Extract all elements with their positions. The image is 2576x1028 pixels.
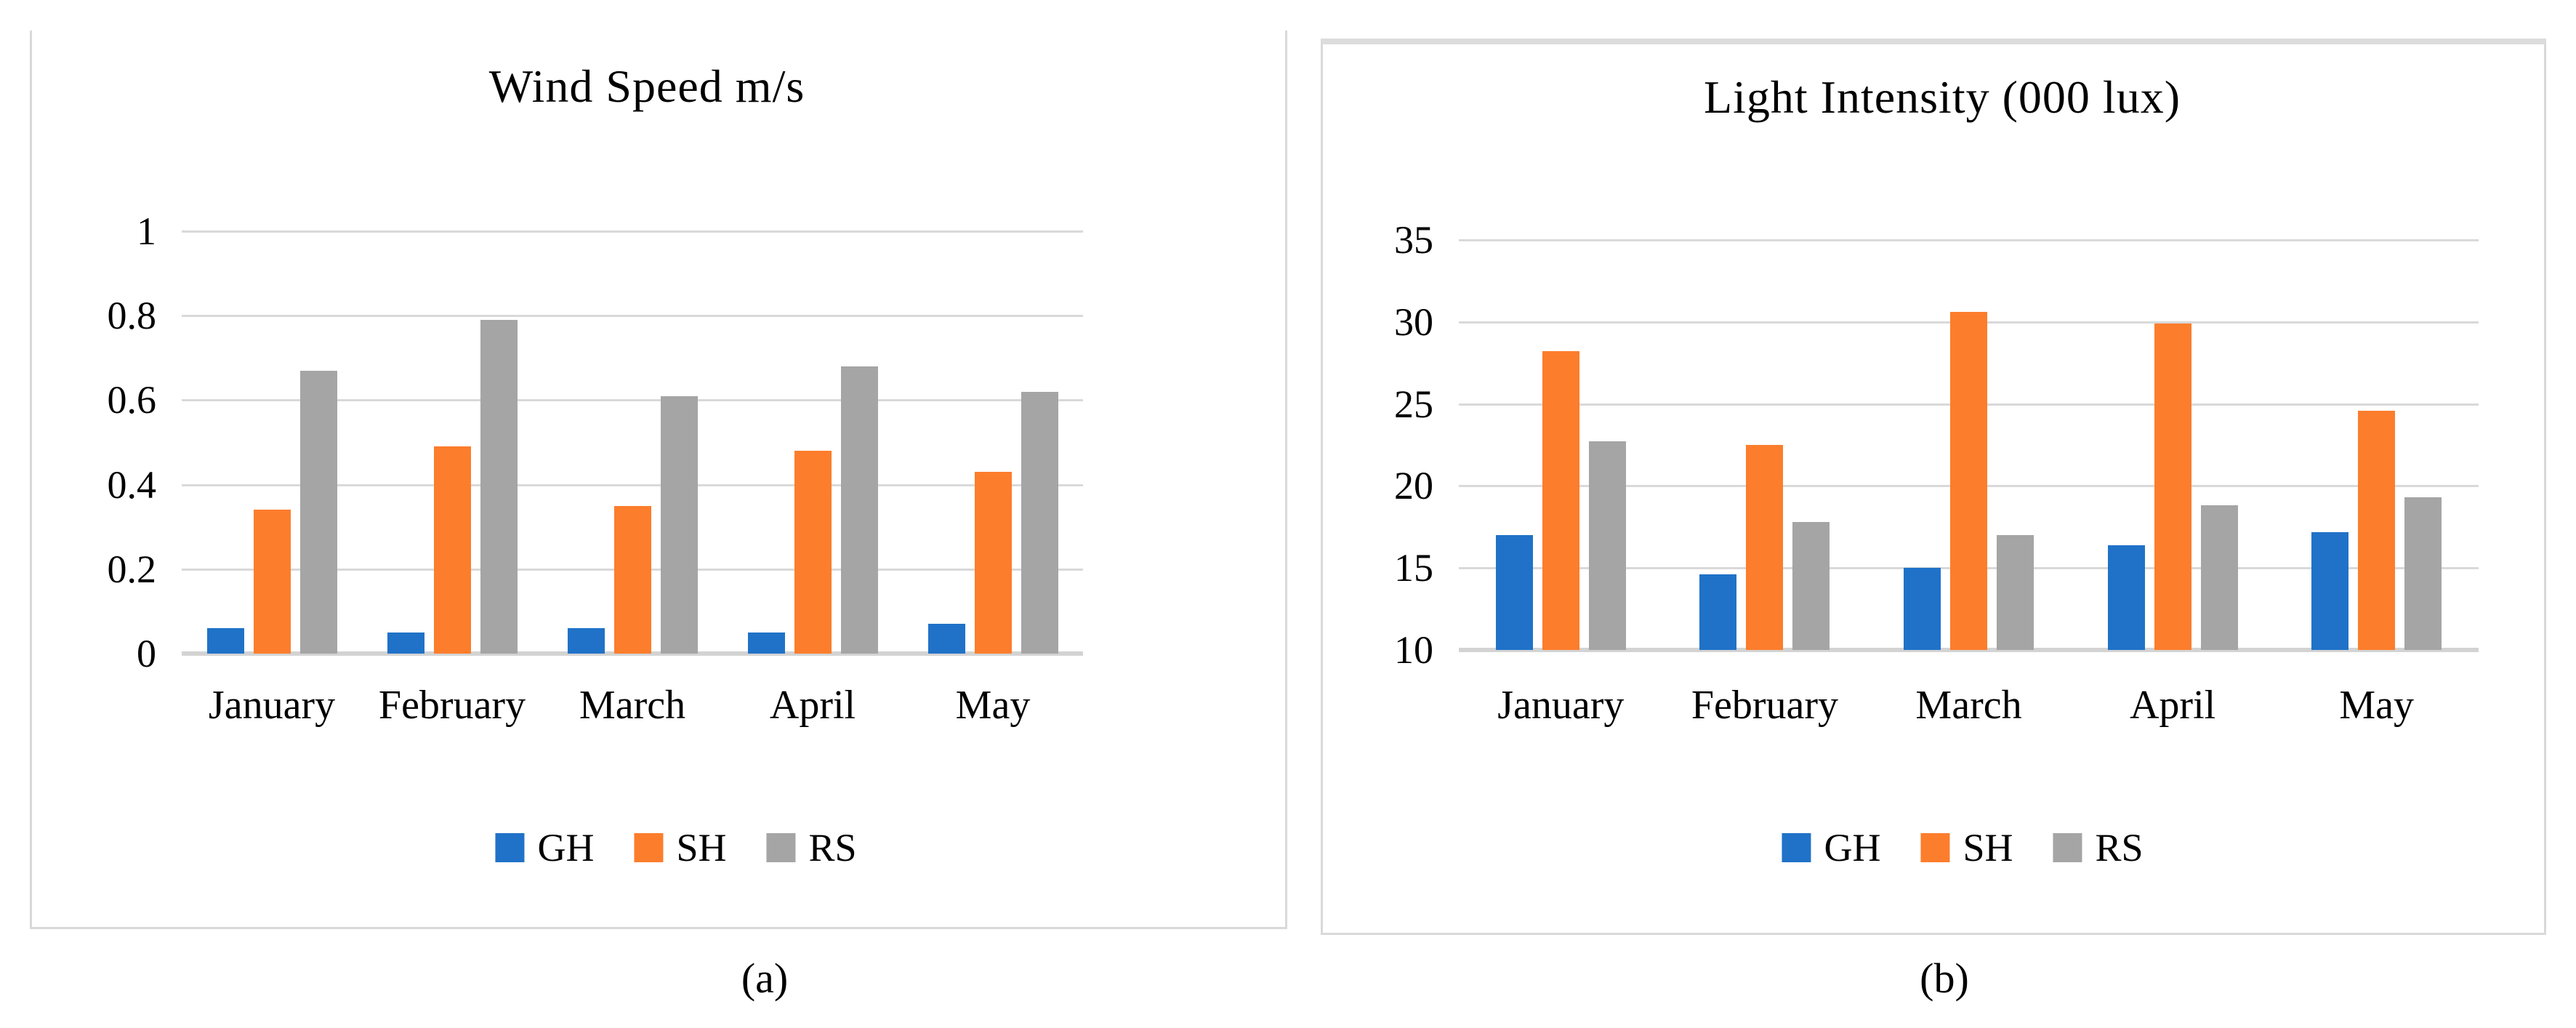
- bar-rs-january: [1588, 441, 1626, 650]
- gridline: [182, 399, 1083, 402]
- chart-title: Light Intensity (000 lux): [1703, 71, 2181, 123]
- legend-swatch-sh-icon: [1920, 833, 1950, 862]
- bar-rs-april: [840, 366, 878, 654]
- bar-sh-february: [1746, 445, 1784, 650]
- legend: GH SH RS: [1782, 826, 2144, 870]
- bar-gh-february: [1699, 574, 1737, 650]
- x-category-label: March: [1915, 683, 2022, 728]
- gridline: [182, 483, 1083, 486]
- bar-sh-april: [794, 451, 832, 654]
- bar-sh-january: [1542, 351, 1579, 650]
- y-tick-label: 0.2: [107, 547, 157, 591]
- bar-rs-february: [480, 320, 518, 654]
- bar-sh-march: [1950, 312, 1987, 650]
- legend-label: SH: [1963, 826, 2013, 870]
- bar-rs-march: [1997, 535, 2034, 650]
- y-tick-label: 0.8: [107, 294, 157, 338]
- bar-gh-may: [2311, 531, 2349, 650]
- legend-item-rs: RS: [766, 826, 857, 870]
- bar-gh-may: [927, 624, 965, 654]
- y-tick-label: 10: [1394, 628, 1433, 672]
- bar-sh-february: [433, 446, 471, 654]
- bar-gh-april: [2107, 545, 2145, 650]
- bar-sh-january: [253, 510, 291, 654]
- bar-gh-january: [1495, 535, 1533, 650]
- legend-label: GH: [537, 826, 595, 870]
- x-category-label: February: [378, 683, 526, 728]
- gridline: [1459, 239, 2479, 241]
- x-category-label: May: [2339, 683, 2415, 728]
- bar-rs-may: [2404, 497, 2442, 650]
- bar-sh-april: [2154, 324, 2191, 650]
- legend-item-rs: RS: [2053, 826, 2144, 870]
- chart-title: Wind Speed m/s: [488, 60, 805, 112]
- legend-swatch-sh-icon: [634, 833, 664, 862]
- legend-swatch-rs-icon: [766, 833, 796, 862]
- bar-gh-april: [747, 632, 785, 654]
- y-tick-label: 35: [1394, 218, 1433, 262]
- bar-gh-march: [1904, 568, 1941, 650]
- bar-sh-march: [613, 505, 651, 654]
- legend-item-gh: GH: [495, 827, 594, 868]
- x-category-label: February: [1691, 683, 1838, 728]
- legend-swatch-gh-icon: [495, 833, 525, 862]
- legend-swatch-rs-icon: [2053, 833, 2082, 862]
- x-category-label: January: [1497, 683, 1625, 728]
- y-tick-label: 20: [1394, 464, 1433, 508]
- y-tick-label: 0.4: [107, 462, 157, 507]
- legend-label: GH: [1824, 826, 1881, 870]
- bar-sh-may: [2358, 410, 2396, 650]
- bar-gh-february: [387, 632, 424, 654]
- legend-swatch-gh-icon: [1782, 833, 1811, 862]
- y-tick-label: 30: [1394, 300, 1433, 344]
- bar-rs-march: [660, 395, 698, 654]
- bar-rs-may: [1021, 391, 1058, 654]
- y-tick-label: 25: [1394, 382, 1433, 426]
- y-tick-label: 0.6: [107, 378, 157, 422]
- legend-label: SH: [676, 826, 727, 870]
- legend-item-sh: SH: [1920, 827, 2013, 868]
- panel-a: [30, 31, 1287, 929]
- bar-gh-january: [206, 628, 244, 654]
- y-tick-label: 1: [137, 209, 156, 253]
- legend-item-sh: SH: [634, 827, 726, 868]
- x-category-label: April: [769, 683, 856, 728]
- bar-sh-may: [974, 472, 1012, 654]
- legend: GH SH RS: [495, 826, 857, 870]
- legend-item-gh: GH: [1782, 827, 1880, 868]
- bar-rs-january: [299, 370, 337, 654]
- legend-label: RS: [2095, 826, 2144, 870]
- y-tick-label: 0: [137, 632, 156, 675]
- x-category-label: May: [955, 683, 1031, 728]
- y-tick-label: 15: [1394, 546, 1433, 590]
- legend-label: RS: [808, 826, 857, 870]
- caption-a: (a): [741, 955, 789, 1002]
- bar-rs-april: [2200, 505, 2238, 650]
- gridline: [182, 315, 1083, 318]
- bar-gh-march: [567, 628, 605, 654]
- bar-rs-february: [1792, 522, 1830, 650]
- x-category-label: April: [2129, 683, 2216, 728]
- axis-baseline: [1459, 648, 2479, 652]
- x-category-label: January: [208, 683, 336, 728]
- axis-baseline: [182, 651, 1083, 656]
- x-category-label: March: [579, 683, 686, 728]
- caption-b: (b): [1920, 955, 1969, 1002]
- gridline: [182, 230, 1083, 233]
